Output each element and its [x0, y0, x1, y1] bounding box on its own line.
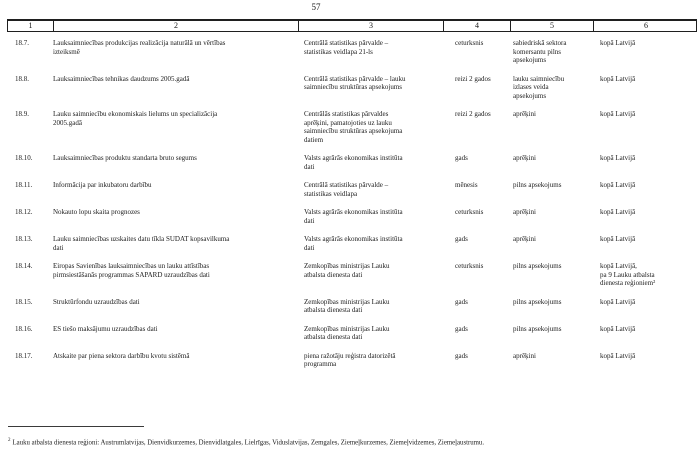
row-method: aprēķini: [513, 208, 536, 216]
row-coverage: kopā Latvijā: [600, 74, 636, 83]
row-title: Lauksaimniecības tehnikas daudzums 2005.…: [53, 74, 190, 83]
row-method: aprēķini: [513, 110, 536, 118]
row-periodicity: gads: [455, 297, 468, 306]
row-source: Zemkopības ministrijas Lauku atbalsta di…: [304, 297, 390, 315]
row-method: sabiedriskā sektora komersantu pilns aps…: [513, 39, 567, 64]
row-number: 18.15.: [15, 297, 33, 306]
row-coverage: kopā Latvijā: [600, 110, 636, 118]
row-title: Informācija par inkubatoru darbību: [53, 181, 152, 189]
row-periodicity: reizi 2 gados: [455, 74, 491, 83]
row-periodicity: mēnesis: [455, 181, 478, 189]
row-source: Valsts agrārās ekonomikas institūta dati: [304, 208, 403, 225]
row-periodicity: ceturksnis: [455, 208, 484, 216]
row-coverage: kopā Latvijā: [600, 39, 636, 47]
table-row: 18.10. Lauksaimniecības produktu standar…: [7, 154, 697, 171]
table-row: 18.15. Struktūrfondu uzraudzības dati Ze…: [7, 298, 697, 315]
row-coverage: kopā Latvijā: [600, 208, 636, 216]
table-row: 18.14. Eiropas Savienības lauksaimniecīb…: [7, 262, 697, 288]
table-row: 18.7. Lauksaimniecības produkcijas reali…: [7, 39, 697, 65]
row-number: 18.16.: [15, 324, 33, 333]
row-title: Lauku saimniecību ekonomiskais lielums u…: [53, 110, 218, 127]
row-source: Centrālā statistikas pārvalde – statisti…: [304, 181, 389, 198]
row-coverage: kopā Latvijā: [600, 324, 636, 333]
row-source: Valsts agrārās ekonomikas institūta dati: [304, 154, 403, 171]
table-row: 18.11. Informācija par inkubatoru darbīb…: [7, 181, 697, 198]
page-number: 57: [311, 2, 321, 12]
row-source: Zemkopības ministrijas Lauku atbalsta di…: [304, 324, 390, 342]
table-row: 18.17. Atskaite par piena sektora darbīb…: [7, 352, 697, 369]
row-title: Lauku saimniecības uzskaites datu tīkla …: [53, 235, 230, 252]
table-row: 18.16. ES tiešo maksājumu uzraudzības da…: [7, 325, 697, 342]
row-number: 18.9.: [15, 110, 29, 118]
row-method: pilns apsekojums: [513, 297, 562, 306]
column-header-6: 6: [644, 21, 648, 30]
row-method: pilns apsekojums: [513, 262, 562, 270]
row-coverage: kopā Latvijā: [600, 235, 636, 243]
row-title: ES tiešo maksājumu uzraudzības dati: [53, 324, 158, 333]
column-header-5: 5: [511, 21, 594, 31]
footnote-separator: [8, 426, 144, 427]
row-method: lauku saimniecību izlases veida apsekoju…: [513, 74, 565, 100]
row-title: Struktūrfondu uzraudzības dati: [53, 297, 140, 306]
row-source: Centrālā statistikas pārvalde – statisti…: [304, 39, 389, 56]
row-periodicity: gads: [455, 154, 468, 162]
table-row: 18.12. Nokauto lopu skaita prognozes Val…: [7, 208, 697, 225]
footnote: 2 Lauku atbalsta dienesta reģioni: Austru…: [8, 437, 696, 447]
column-header-1: 1: [8, 21, 54, 31]
row-method: aprēķini: [513, 235, 536, 243]
row-periodicity: ceturksnis: [455, 262, 484, 270]
row-number: 18.7.: [15, 39, 29, 47]
row-title: Lauksaimniecības produkcijas realizācija…: [53, 39, 226, 56]
row-number: 18.11.: [15, 181, 33, 189]
row-source: Valsts agrārās ekonomikas institūta dati: [304, 235, 403, 252]
column-header-3: 3: [299, 21, 444, 31]
table-row: 18.13. Lauku saimniecības uzskaites datu…: [7, 235, 697, 252]
row-source: piena ražotāju reģistra datorizētā progr…: [304, 351, 396, 369]
row-number: 18.8.: [15, 74, 29, 83]
column-header-2: 2: [54, 21, 299, 31]
row-number: 18.17.: [15, 351, 33, 360]
row-method: aprēķini: [513, 154, 536, 162]
row-title: Lauksaimniecības produktu standarta brut…: [53, 154, 197, 162]
table-header-row: 1 2 3 4 5 6: [7, 19, 697, 32]
statistics-table: 1 2 3 4 5 6 18.7. Lauksaimniecības produ…: [7, 19, 697, 379]
row-method: pilns apsekojums: [513, 181, 562, 189]
row-number: 18.14.: [15, 262, 33, 270]
row-periodicity: gads: [455, 324, 468, 333]
row-number: 18.12.: [15, 208, 33, 216]
row-coverage: kopā Latvijā, pa 9 Lauku atbalsta dienes…: [600, 262, 656, 287]
footnote-marker: 2: [8, 438, 11, 443]
table-body: 18.7. Lauksaimniecības produkcijas reali…: [7, 32, 697, 369]
row-title: Nokauto lopu skaita prognozes: [53, 208, 140, 216]
row-periodicity: ceturksnis: [455, 39, 484, 47]
row-source: Zemkopības ministrijas Lauku atbalsta di…: [304, 262, 390, 279]
row-source: Centrālā statistikas pārvalde – lauku sa…: [304, 74, 406, 92]
row-number: 18.13.: [15, 235, 33, 243]
row-coverage: kopā Latvijā: [600, 351, 636, 360]
footnote-text: Lauku atbalsta dienesta reģioni: Austrum…: [12, 439, 485, 447]
row-periodicity: gads: [455, 351, 468, 360]
table-row: 18.8. Lauksaimniecības tehnikas daudzums…: [7, 75, 697, 101]
table-row: 18.9. Lauku saimniecību ekonomiskais lie…: [7, 110, 697, 144]
row-method: pilns apsekojums: [513, 324, 562, 333]
row-source: Centrālās statistikas pārvaldes aprēķini…: [304, 110, 403, 144]
row-number: 18.10.: [15, 154, 33, 162]
row-coverage: kopā Latvijā: [600, 297, 636, 306]
row-periodicity: gads: [455, 235, 468, 243]
column-header-4: 4: [444, 21, 511, 31]
row-title: Eiropas Savienības lauksaimniecības un l…: [53, 262, 210, 279]
row-coverage: kopā Latvijā: [600, 154, 636, 162]
row-method: aprēķini: [513, 351, 536, 360]
row-coverage: kopā Latvijā: [600, 181, 636, 189]
row-periodicity: reizi 2 gados: [455, 110, 491, 118]
row-title: Atskaite par piena sektora darbību kvotu…: [53, 351, 190, 360]
